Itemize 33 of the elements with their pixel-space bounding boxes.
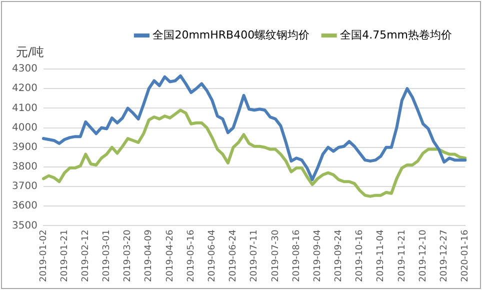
legend-label: 全国4.75mm热卷均价 [340, 28, 452, 42]
x-tick-label: 2019-12-27 [439, 230, 450, 282]
x-tick-label: 2019-04-09 [144, 229, 154, 282]
x-tick-label: 2019-11-04 [376, 229, 386, 282]
x-tick-label: 2020-01-16 [460, 229, 471, 282]
x-tick-label: 2019-02-12 [80, 230, 91, 282]
x-tick-label: 2019-10-16 [355, 229, 366, 282]
y-tick-label: 4000 [12, 122, 38, 134]
x-tick-label: 2019-05-16 [186, 229, 196, 282]
y-tick-label: 3600 [12, 200, 38, 212]
x-tick-label: 2019-01-02 [38, 230, 49, 282]
x-tick-label: 2019-04-26 [165, 229, 176, 282]
y-tick-label: 4200 [12, 83, 38, 94]
x-tick-label: 2019-07-11 [250, 230, 260, 282]
y-tick-label: 3800 [12, 162, 38, 173]
y-tick-label: 3700 [12, 181, 38, 192]
x-tick-label: 2019-12-10 [418, 229, 428, 282]
x-tick-label: 2019-09-04 [312, 229, 323, 282]
x-tick-label: 2019-06-24 [228, 229, 239, 282]
x-tick-label: 2019-07-30 [270, 229, 281, 282]
y-axis-title: 元/吨 [16, 45, 44, 60]
y-tick-label: 3900 [12, 142, 38, 153]
x-tick-label: 2019-03-01 [102, 230, 112, 282]
y-tick-label: 3500 [12, 220, 38, 232]
x-tick-label: 2019-01-21 [60, 230, 70, 282]
x-tick-label: 2019-08-16 [292, 229, 302, 282]
x-tick-label: 2019-06-04 [207, 229, 218, 282]
legend-label: 全国20mmHRB400螺纹钢均价 [152, 28, 310, 42]
x-tick-label: 2019-09-24 [334, 229, 344, 282]
x-tick-label: 2019-03-20 [123, 229, 134, 282]
y-tick-label: 4300 [12, 64, 38, 75]
y-tick-label: 4100 [12, 102, 38, 114]
x-tick-label: 2019-11-21 [397, 230, 408, 282]
